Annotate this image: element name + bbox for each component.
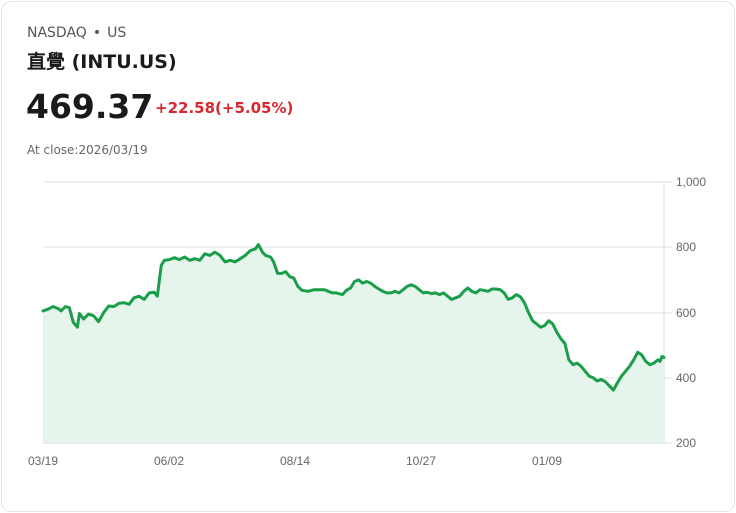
stock-title: 直覺 (INTU.US): [27, 51, 177, 73]
separator-dot: •: [92, 25, 102, 41]
region-name: US: [107, 25, 127, 41]
price-change: +22.58(+5.05%): [155, 99, 294, 117]
x-tick-0109: 01/09: [532, 454, 562, 468]
y-tick-800: 800: [676, 240, 696, 254]
price-area-fill: [43, 244, 664, 443]
y-tick-600: 600: [676, 306, 696, 320]
current-price: 469.37: [26, 87, 154, 126]
exchange-name: NASDAQ: [27, 25, 87, 41]
x-tick-0602: 06/02: [154, 454, 184, 468]
exchange-label: NASDAQ • US: [27, 25, 126, 41]
y-tick-400: 400: [676, 371, 696, 385]
x-axis: 03/19 06/02 08/14 10/27 01/09: [28, 454, 562, 468]
price-line: [41, 243, 666, 392]
y-tick-200: 200: [676, 436, 696, 450]
y-axis: 1,000 800 600 400 200: [676, 175, 706, 450]
y-tick-1000: 1,000: [676, 175, 706, 189]
close-date: At close:2026/03/19: [27, 143, 148, 157]
x-tick-0814: 08/14: [280, 454, 310, 468]
x-tick-1027: 10/27: [406, 454, 436, 468]
x-tick-0319: 03/19: [28, 454, 58, 468]
